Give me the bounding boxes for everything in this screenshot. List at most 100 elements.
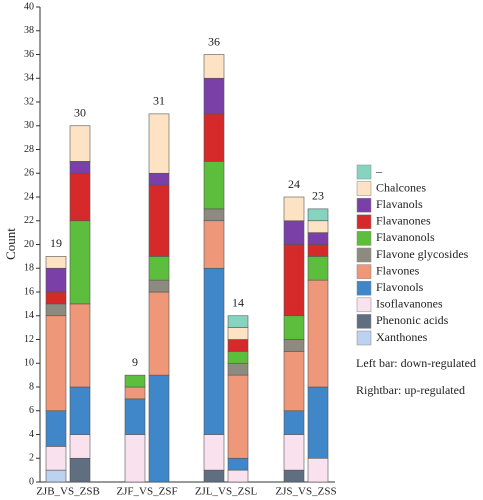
bar-segment	[148, 113, 170, 174]
bar-segment	[203, 469, 225, 483]
y-tick-label: 24	[24, 191, 34, 202]
legend-label: –	[375, 164, 383, 178]
bar-segment	[45, 256, 67, 269]
bar-segment	[203, 267, 225, 435]
bar-segment	[69, 434, 91, 459]
bar-segment	[227, 351, 249, 364]
bar-segment	[283, 315, 305, 340]
bar-segment	[45, 267, 67, 293]
legend-label: Chalcones	[376, 180, 426, 194]
legend-label: Flavanonols	[376, 230, 435, 244]
bar-segment	[283, 410, 305, 435]
annotation: Left bar: down-regulated	[356, 356, 476, 370]
y-axis-label: Count	[3, 228, 18, 260]
annotation: Rightbar: up-regulated	[356, 383, 465, 397]
bar-segment	[69, 386, 91, 435]
y-tick-label: 18	[24, 263, 34, 274]
x-tick-label: ZJF_VS_ZSF	[116, 486, 177, 498]
bar-segment	[283, 244, 305, 317]
total-label: 24	[288, 177, 300, 191]
legend-swatch	[356, 247, 372, 263]
bar-segment	[148, 256, 170, 281]
bar-segment	[69, 303, 91, 388]
bar-segment	[124, 386, 146, 400]
legend-swatch	[356, 231, 372, 246]
bar-segment	[45, 446, 67, 471]
y-tick-label: 8	[29, 381, 34, 392]
legend-swatch	[356, 214, 372, 230]
bar-segment	[45, 291, 67, 305]
y-tick-label: 36	[24, 49, 34, 60]
legend-label: Flavanones	[376, 214, 431, 228]
legend-label: Flavonols	[376, 280, 424, 294]
bar-segment	[307, 232, 329, 245]
y-tick-label: 12	[24, 334, 34, 345]
bar-segment	[45, 469, 67, 483]
y-tick-label: 6	[29, 405, 34, 416]
bar-segment	[283, 351, 305, 412]
total-label: 9	[132, 355, 138, 369]
bar-segment	[45, 303, 67, 317]
bar-segment	[69, 161, 91, 174]
total-label: 30	[74, 106, 86, 120]
legend-label: Xanthones	[376, 330, 428, 344]
bar-segment	[227, 327, 249, 340]
legend-swatch	[356, 330, 372, 346]
legend-swatch	[356, 164, 372, 180]
y-tick-label: 40	[24, 1, 34, 12]
bar-segment	[307, 256, 329, 281]
bar-segment	[283, 196, 305, 222]
bar-segment	[45, 410, 67, 447]
y-tick-label: 4	[29, 429, 34, 440]
bar-segment	[148, 172, 170, 186]
total-label: 36	[208, 34, 220, 48]
y-tick-label: 0	[29, 476, 34, 487]
y-tick-label: 22	[24, 215, 34, 226]
legend-label: Flavone glycosides	[376, 247, 469, 261]
y-tick-label: 10	[24, 358, 34, 369]
y-tick-label: 30	[24, 120, 34, 131]
y-tick-label: 28	[24, 144, 34, 155]
bar-segment	[203, 208, 225, 222]
bar-segment	[124, 374, 146, 388]
legend-swatch	[356, 314, 372, 329]
y-tick-label: 16	[24, 286, 34, 297]
bar-segment	[148, 291, 170, 376]
legend-swatch	[356, 181, 372, 196]
bar-segment	[148, 184, 170, 257]
bar-segment	[283, 469, 305, 483]
bar-segment	[307, 208, 329, 222]
bar-segment	[148, 374, 170, 483]
bar-segment	[203, 77, 225, 115]
bar-segment	[283, 339, 305, 352]
bar-segment	[307, 457, 329, 483]
bar-segment	[203, 220, 225, 269]
y-tick-label: 20	[24, 239, 34, 250]
y-tick-label: 34	[24, 73, 34, 84]
total-label: 14	[232, 296, 244, 310]
y-tick-label: 26	[24, 168, 34, 179]
y-tick-label: 2	[29, 453, 34, 464]
y-tick-label: 38	[24, 25, 34, 36]
bar-segment	[124, 434, 146, 483]
bar-segment	[69, 220, 91, 305]
legend-swatch	[356, 280, 372, 296]
bar-segment	[307, 220, 329, 233]
bar-segment	[307, 386, 329, 459]
legend-label: Isoflavanones	[376, 297, 443, 311]
x-tick-label: ZJB_VS_ZSB	[36, 486, 100, 498]
legend-swatch	[356, 264, 372, 279]
bar-segment	[227, 339, 249, 352]
bar-segment	[307, 244, 329, 257]
bar-segment	[227, 469, 249, 483]
bar-segment	[203, 113, 225, 162]
legend-label: Flavanols	[376, 197, 423, 211]
bar-segment	[227, 374, 249, 459]
x-tick-label: ZJL_VS_ZSL	[195, 486, 258, 498]
legend-swatch	[356, 297, 372, 313]
total-label: 19	[50, 236, 62, 250]
bar-segment	[203, 434, 225, 471]
bar-segment	[227, 315, 249, 328]
bar-segment	[148, 279, 170, 293]
total-label: 31	[153, 94, 165, 108]
